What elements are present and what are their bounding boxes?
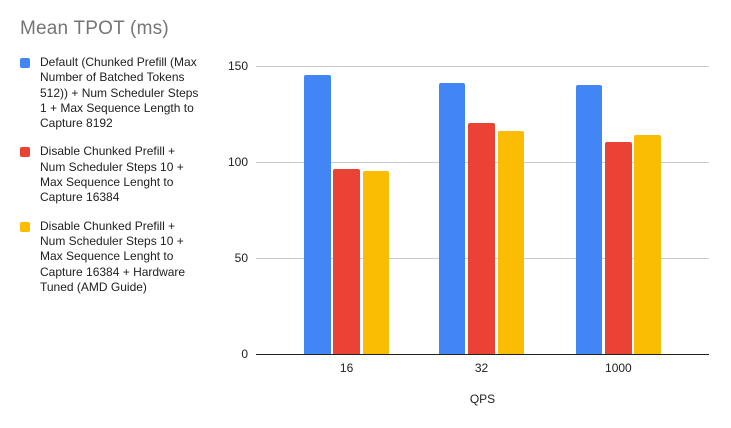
legend-swatch-icon	[20, 147, 30, 158]
bar-series0-16	[304, 75, 331, 354]
bar-series0-1000	[576, 84, 603, 354]
legend-item-1: Disable Chunked Prefill + Num Scheduler …	[20, 144, 238, 205]
y-tick-label: 50	[234, 250, 248, 265]
legend-swatch-icon	[20, 58, 30, 68]
x-tick-label: 1000	[605, 361, 632, 375]
x-tick-label: 32	[474, 361, 489, 375]
bar-series1-32	[468, 123, 495, 354]
x-axis-title: QPS	[469, 392, 496, 406]
legend-label: Disable Chunked Prefill + Num Scheduler …	[40, 218, 186, 294]
y-tick-label: 150	[227, 58, 248, 73]
bar-series2-16	[362, 171, 389, 354]
x-axis-line	[256, 354, 709, 355]
legend-label: Disable Chunked Prefill + Num Scheduler …	[40, 144, 184, 205]
y-tick-label: 100	[227, 154, 248, 169]
legend: Default (Chunked Prefill (Max Number of …	[20, 55, 238, 308]
legend-item-2: Disable Chunked Prefill + Num Scheduler …	[20, 219, 238, 295]
bar-series1-1000	[605, 142, 632, 354]
bar-series2-32	[497, 130, 524, 354]
gridline	[256, 65, 709, 67]
legend-swatch-icon	[20, 221, 30, 232]
legend-item-0: Default (Chunked Prefill (Max Number of …	[20, 55, 238, 131]
chart-title: Mean TPOT (ms)	[20, 18, 169, 39]
legend-label: Default (Chunked Prefill (Max Number of …	[40, 55, 199, 131]
bar-series2-1000	[634, 134, 661, 354]
bar-series0-32	[439, 82, 466, 354]
y-tick-label: 0	[241, 347, 248, 361]
x-tick-label: 16	[339, 361, 354, 375]
bar-series1-16	[333, 169, 360, 354]
